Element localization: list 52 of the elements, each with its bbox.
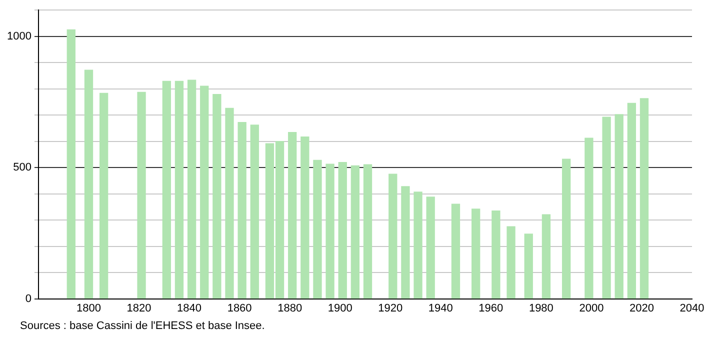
bar <box>562 158 571 299</box>
bar <box>451 204 460 299</box>
bar <box>614 114 624 299</box>
bar <box>492 210 500 299</box>
x-tick-label: 1900 <box>328 302 352 314</box>
x-tick-label: 1800 <box>76 302 101 314</box>
bar <box>300 136 310 299</box>
x-tick-label: 1840 <box>177 302 202 314</box>
bar <box>288 132 297 299</box>
bar <box>238 122 246 299</box>
source-note: Sources : base Cassini de l'EHESS et base Insee. <box>20 320 265 332</box>
bar <box>99 92 108 299</box>
bar <box>66 29 76 299</box>
bar <box>350 165 360 299</box>
bar <box>162 80 171 299</box>
x-tick-label: 1980 <box>528 302 554 314</box>
bar <box>363 164 372 299</box>
x-tick-label: 1860 <box>227 302 252 314</box>
y-tick-label: 0 <box>25 292 32 305</box>
bar <box>414 192 422 299</box>
bar <box>506 226 516 299</box>
bar <box>187 80 196 299</box>
x-tick-label: 1920 <box>378 302 403 314</box>
bar <box>401 186 410 299</box>
x-tick-label: 1820 <box>126 302 152 314</box>
bar <box>137 92 146 299</box>
bar <box>84 70 94 299</box>
y-tick-label: 1000 <box>6 30 32 42</box>
bar <box>627 102 636 299</box>
bar <box>225 108 234 299</box>
bar <box>313 160 322 299</box>
y-tick-label: 500 <box>13 162 32 174</box>
bar <box>542 214 551 299</box>
bar <box>584 138 594 299</box>
bar <box>602 116 611 299</box>
x-tick-label: 2020 <box>629 302 654 314</box>
bar <box>212 94 222 299</box>
bar <box>426 196 435 299</box>
bar <box>174 80 184 299</box>
bar <box>200 86 209 299</box>
bar <box>388 174 398 299</box>
x-tick-label: 1940 <box>428 302 453 314</box>
x-tick-label: 1880 <box>278 302 302 314</box>
bar <box>250 124 259 299</box>
bar <box>472 208 480 299</box>
x-tick-label: 2000 <box>579 302 604 314</box>
x-tick-label: 1960 <box>478 302 504 314</box>
bar <box>524 234 533 299</box>
bar <box>338 162 347 299</box>
bar <box>326 164 334 299</box>
x-tick-label: 2040 <box>680 302 704 314</box>
bar <box>640 98 649 299</box>
